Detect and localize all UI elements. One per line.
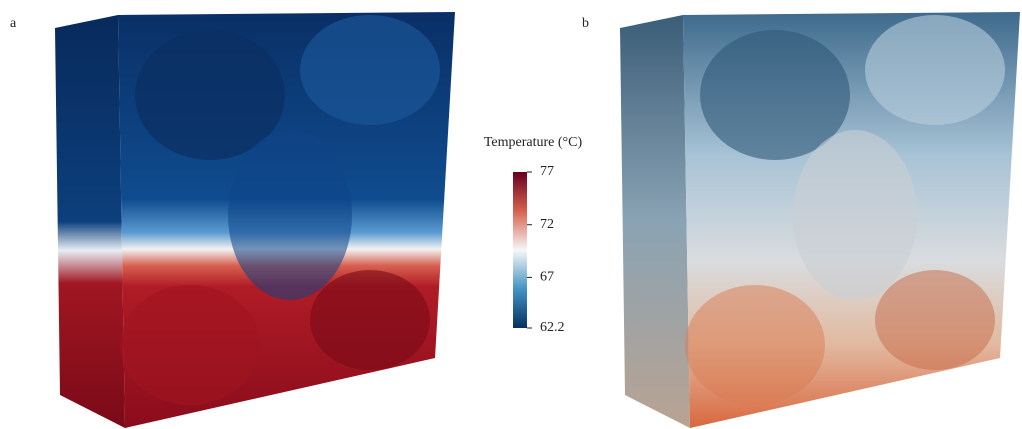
tick-label: 67 [540, 270, 554, 285]
render-b [620, 12, 1020, 428]
tick-label: 77 [540, 164, 554, 179]
tick-label: 72 [540, 217, 554, 232]
panel-label: a [10, 16, 17, 31]
figure: a b Temperature (°C) 77 72 67 62.2 [0, 0, 1022, 429]
tick-label: 62.2 [540, 320, 565, 335]
panel-label: b [582, 16, 589, 31]
colorbar-title: Temperature (°C) [484, 135, 583, 150]
render-a [55, 12, 455, 428]
colorbar [513, 172, 527, 328]
